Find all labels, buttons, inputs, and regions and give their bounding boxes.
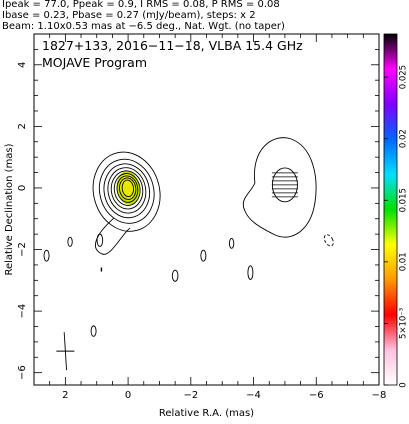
colorbar-tick-label: 5×10⁻³ [399,308,409,339]
y-tick-label: −4 [17,304,28,319]
island-contour-6 [228,237,235,249]
island-contour-2 [67,236,73,247]
island-contour-4 [171,269,179,282]
core-contour-3 [103,163,151,219]
chart-title: 1827+133, 2016−11−18, VLBA 15.4 GHz [42,38,303,53]
colorbar-tick-label: 0.025 [399,65,409,89]
core-contour-1 [92,151,161,232]
header-line-2: Ibase = 0.23, Pbase = 0.27 (mJy/beam), s… [2,10,256,21]
x-axis-label: Relative R.A. (mas) [159,408,254,419]
y-tick-label: −2 [17,242,28,257]
x-tick-label: −4 [246,390,261,401]
island-contour-3 [96,233,104,247]
y-tick-label: 4 [17,62,28,68]
core-contour-5 [110,170,144,210]
island-contour-5 [200,249,207,262]
colorbar-tick-label: 0.02 [399,129,409,148]
x-tick-label: 2 [62,390,68,401]
colorbar-tick-label: 0 [399,382,409,387]
core-contour-2 [98,158,155,224]
y-tick-label: −6 [17,365,28,380]
lobe-outer-contour [242,137,317,238]
header-line-1: Ipeak = 77.0, Ppeak = 0.9, I RMS = 0.08,… [2,0,280,10]
island-dot [100,267,103,272]
negative-island-contour-1 [323,234,334,247]
colorbar [383,33,398,386]
core-outer-tail [95,217,131,255]
y-axis-label: Relative Declination (mas) [4,143,15,275]
plot-frame [33,33,380,386]
core-contour-9 [121,179,135,198]
x-tick-label: 0 [125,390,131,401]
x-tick-label: −8 [372,390,387,401]
header-line-3: Beam: 1.10x0.53 mas at −6.5 deg., Nat. W… [2,21,285,32]
core-contour-4 [107,167,147,214]
core-contour-6 [113,173,141,206]
chart-subtitle: MOJAVE Program [42,55,147,70]
x-tick-label: −2 [183,390,198,401]
y-tick-label: 2 [17,123,28,129]
x-tick-label: −6 [309,390,324,401]
colorbar-tick-label: 0.015 [399,188,409,212]
y-tick-label: 0 [17,185,28,191]
island-contour-7 [247,265,254,280]
core-contour-7 [116,175,139,203]
colorbar-tick-label: 0.01 [399,252,409,271]
core-contour-8 [118,177,137,200]
island-contour-1 [43,249,50,262]
island-contour-8 [90,325,97,337]
